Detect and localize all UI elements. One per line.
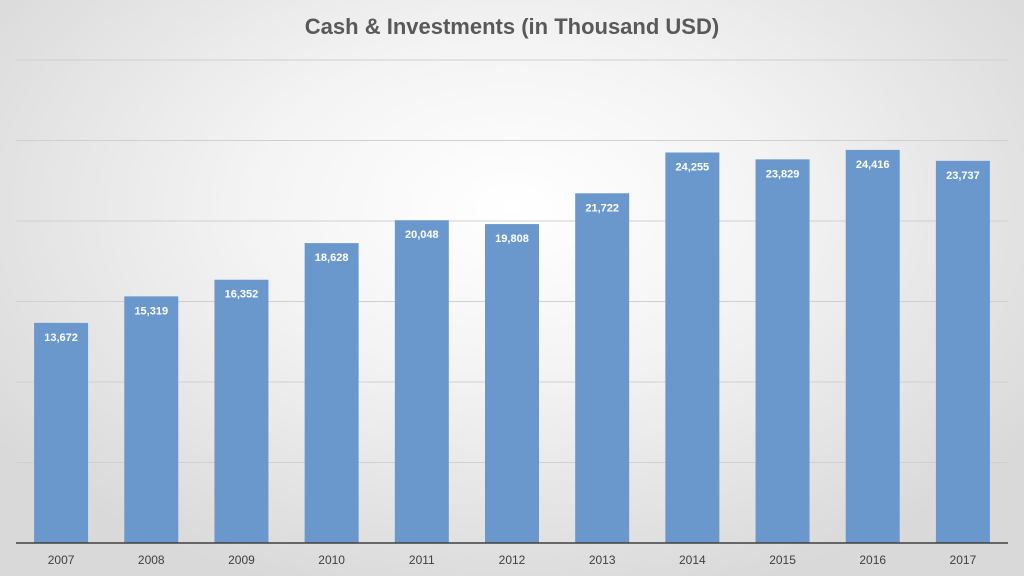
- data-label-2015: 23,829: [766, 168, 800, 180]
- x-tick-label-2015: 2015: [769, 553, 796, 567]
- x-tick-label-2010: 2010: [318, 553, 345, 567]
- x-tick-label-2009: 2009: [228, 553, 255, 567]
- data-label-2012: 19,808: [495, 233, 529, 245]
- bar-2016: [845, 149, 900, 543]
- bar-2011: [394, 220, 449, 543]
- data-label-2013: 21,722: [585, 202, 619, 214]
- data-label-2016: 24,416: [856, 159, 890, 171]
- bar-2017: [935, 160, 990, 544]
- bar-2009: [214, 279, 269, 543]
- x-tick-label-2011: 2011: [409, 553, 435, 567]
- bar-2013: [575, 193, 630, 543]
- data-label-2017: 23,737: [946, 170, 980, 182]
- data-label-2008: 15,319: [134, 305, 168, 317]
- chart-title: Cash & Investments (in Thousand USD): [305, 14, 719, 39]
- x-tick-label-2014: 2014: [679, 553, 706, 567]
- data-label-2014: 24,255: [676, 161, 710, 173]
- x-tick-label-2017: 2017: [950, 553, 977, 567]
- data-label-2009: 16,352: [225, 289, 259, 301]
- x-tick-label-2008: 2008: [138, 553, 165, 567]
- x-tick-label-2007: 2007: [48, 553, 75, 567]
- x-tick-labels: 2007 2008 2009 2010 2011 2012 2013 2014 2015 2016…: [48, 553, 977, 567]
- bar-2010: [304, 243, 359, 543]
- x-tick-label-2012: 2012: [499, 553, 526, 567]
- data-label-2011: 20,048: [405, 229, 439, 241]
- data-label-2010: 18,628: [315, 252, 349, 264]
- data-label-2007: 13,672: [44, 332, 78, 344]
- bar-2007: [34, 322, 89, 543]
- bar-2015: [755, 159, 810, 544]
- bar-2008: [124, 296, 179, 543]
- data-labels: 13,672 15,319 16,352 18,628 20,048 19,808 21,7…: [44, 159, 979, 344]
- bar-2014: [665, 152, 720, 543]
- bar-2012: [485, 224, 539, 544]
- bars: [34, 149, 990, 544]
- x-tick-label-2016: 2016: [859, 553, 886, 567]
- x-tick-label-2013: 2013: [589, 553, 616, 567]
